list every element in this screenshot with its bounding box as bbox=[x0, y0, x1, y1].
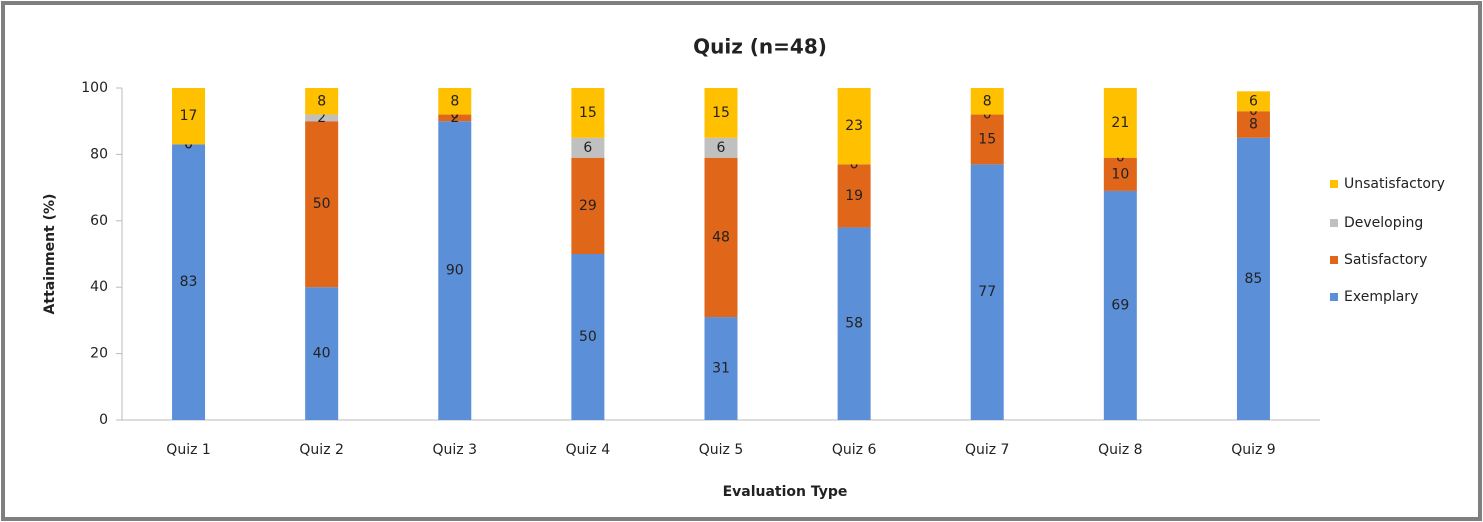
x-tick-label: Quiz 1 bbox=[166, 442, 211, 458]
data-label: 15 bbox=[712, 105, 730, 121]
bar-segment bbox=[704, 137, 738, 158]
bar-segment bbox=[704, 157, 738, 318]
data-label: 48 bbox=[712, 229, 730, 245]
bar-segment bbox=[438, 114, 472, 122]
bar-segment bbox=[970, 114, 1004, 165]
y-tick-label: 20 bbox=[90, 346, 108, 362]
bar-segment bbox=[305, 88, 339, 115]
legend-label: Satisfactory bbox=[1344, 252, 1427, 268]
data-label: 58 bbox=[845, 316, 863, 332]
data-label: 40 bbox=[313, 346, 331, 362]
data-label: 6 bbox=[1249, 93, 1258, 109]
chart-title: Quiz (n=48) bbox=[693, 35, 827, 59]
y-tick-label: 0 bbox=[99, 412, 108, 428]
bar-segment bbox=[704, 88, 738, 138]
y-tick-label: 60 bbox=[90, 213, 108, 229]
legend-swatch bbox=[1330, 256, 1338, 264]
bar-segment bbox=[837, 88, 871, 165]
data-label: 19 bbox=[845, 188, 863, 204]
legend-swatch bbox=[1330, 180, 1338, 188]
data-label: 31 bbox=[712, 361, 730, 377]
data-label: 10 bbox=[1111, 166, 1129, 182]
data-label: 8 bbox=[317, 93, 326, 109]
bar-segment bbox=[1103, 190, 1137, 420]
data-label: 17 bbox=[180, 108, 198, 124]
data-label: 21 bbox=[1111, 115, 1129, 131]
bar-segment bbox=[837, 227, 871, 420]
legend-swatch bbox=[1330, 219, 1338, 227]
data-label: 2 bbox=[450, 110, 459, 126]
bar-segment bbox=[571, 254, 605, 420]
bar-segment bbox=[1236, 91, 1270, 112]
y-tick-label: 100 bbox=[81, 80, 108, 96]
data-label: 90 bbox=[446, 263, 464, 279]
bar-segment bbox=[305, 114, 339, 122]
x-tick-label: Quiz 3 bbox=[433, 442, 478, 458]
y-tick-label: 80 bbox=[90, 146, 108, 162]
bar-segment bbox=[970, 88, 1004, 115]
bar-segment bbox=[305, 121, 339, 288]
legend-swatch bbox=[1330, 293, 1338, 301]
bar-segment bbox=[172, 88, 206, 145]
bar-segment bbox=[305, 287, 339, 420]
data-label: 8 bbox=[983, 93, 992, 109]
bar-segment bbox=[438, 121, 472, 420]
bar-segment bbox=[1236, 137, 1270, 421]
data-label: 6 bbox=[583, 140, 592, 156]
data-label: 2 bbox=[317, 110, 326, 126]
data-label: 83 bbox=[180, 274, 198, 290]
bar-segment bbox=[571, 137, 605, 158]
data-label: 8 bbox=[1249, 117, 1258, 133]
bar-segment bbox=[571, 88, 605, 138]
data-label: 8 bbox=[450, 93, 459, 109]
data-label: 69 bbox=[1111, 297, 1129, 313]
data-label: 77 bbox=[978, 284, 996, 300]
bar-segment bbox=[970, 164, 1004, 420]
data-label: 15 bbox=[579, 105, 597, 121]
y-tick-label: 40 bbox=[90, 279, 108, 295]
data-label: 23 bbox=[845, 118, 863, 134]
legend-label: Developing bbox=[1344, 215, 1423, 231]
data-label: 29 bbox=[579, 198, 597, 214]
bar-segment bbox=[438, 88, 472, 115]
data-label: 50 bbox=[579, 329, 597, 345]
x-tick-label: Quiz 4 bbox=[566, 442, 611, 458]
legend-label: Exemplary bbox=[1344, 289, 1418, 305]
x-tick-label: Quiz 9 bbox=[1231, 442, 1276, 458]
bar-segment bbox=[571, 157, 605, 254]
bar-segment bbox=[1103, 88, 1137, 158]
data-label: 15 bbox=[978, 131, 996, 147]
bar-segment bbox=[837, 164, 871, 228]
data-label: 85 bbox=[1245, 271, 1263, 287]
bar-segment bbox=[1103, 157, 1137, 191]
y-axis-title: Attainment (%) bbox=[42, 194, 58, 315]
x-tick-label: Quiz 5 bbox=[699, 442, 744, 458]
x-axis-title: Evaluation Type bbox=[723, 484, 848, 500]
x-tick-label: Quiz 6 bbox=[832, 442, 877, 458]
x-tick-label: Quiz 2 bbox=[299, 442, 344, 458]
data-label: 50 bbox=[313, 196, 331, 212]
x-tick-label: Quiz 8 bbox=[1098, 442, 1143, 458]
bar-segment bbox=[172, 144, 206, 420]
bar-segment bbox=[704, 317, 738, 420]
legend-label: Unsatisfactory bbox=[1344, 176, 1445, 192]
data-label: 6 bbox=[717, 140, 726, 156]
bar-segment bbox=[1236, 111, 1270, 138]
x-tick-label: Quiz 7 bbox=[965, 442, 1010, 458]
